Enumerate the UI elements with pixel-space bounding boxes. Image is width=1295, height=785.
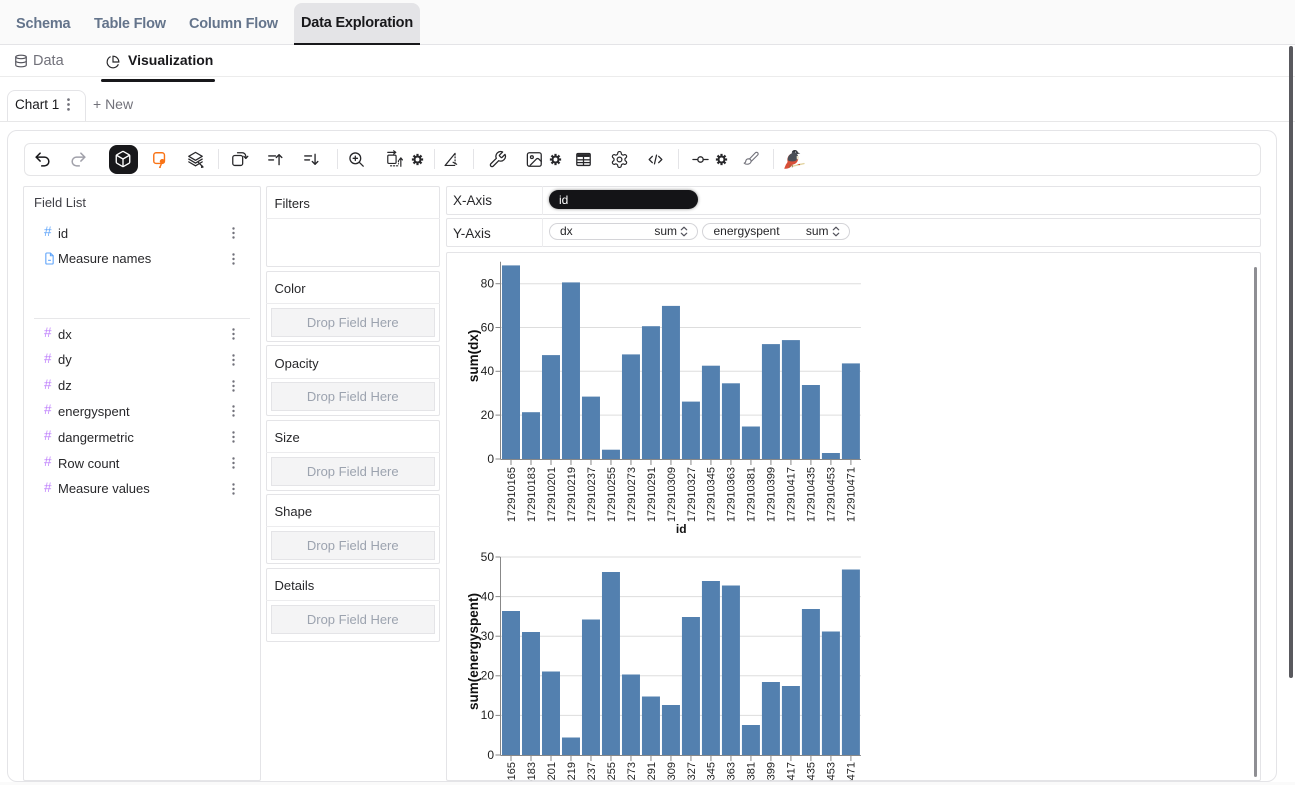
svg-text:80: 80	[480, 276, 494, 290]
svg-text:172910219: 172910219	[565, 762, 577, 781]
svg-text:172910381: 172910381	[745, 762, 757, 781]
svg-text:172910363: 172910363	[725, 762, 737, 781]
svg-text:172910453: 172910453	[825, 762, 837, 781]
svg-text:172910165: 172910165	[505, 467, 517, 522]
svg-text:20: 20	[480, 668, 494, 682]
svg-text:60: 60	[480, 320, 494, 334]
svg-text:172910417: 172910417	[785, 467, 797, 522]
svg-text:172910363: 172910363	[725, 467, 737, 522]
svg-text:40: 40	[480, 364, 494, 378]
svg-text:172910183: 172910183	[525, 762, 537, 781]
svg-text:172910219: 172910219	[565, 467, 577, 522]
svg-text:172910273: 172910273	[625, 762, 637, 781]
svg-text:172910453: 172910453	[825, 467, 837, 522]
svg-text:172910255: 172910255	[605, 762, 617, 781]
svg-text:172910327: 172910327	[685, 762, 697, 781]
svg-text:172910273: 172910273	[625, 467, 637, 522]
svg-text:172910291: 172910291	[645, 762, 657, 781]
svg-text:172910165: 172910165	[505, 762, 517, 781]
svg-text:172910309: 172910309	[665, 762, 677, 781]
svg-text:172910183: 172910183	[525, 467, 537, 522]
svg-text:172910417: 172910417	[785, 762, 797, 781]
svg-text:172910435: 172910435	[805, 762, 817, 781]
svg-text:172910345: 172910345	[705, 762, 717, 781]
svg-text:sum(energyspent): sum(energyspent)	[466, 592, 481, 709]
svg-text:sum(dx): sum(dx)	[466, 329, 481, 382]
svg-text:172910201: 172910201	[545, 467, 557, 522]
svg-text:172910471: 172910471	[845, 762, 857, 781]
svg-text:50: 50	[480, 549, 494, 563]
svg-text:172910471: 172910471	[845, 467, 857, 522]
svg-text:172910399: 172910399	[765, 762, 777, 781]
svg-text:id: id	[675, 522, 686, 536]
svg-text:172910435: 172910435	[805, 467, 817, 522]
svg-text:0: 0	[487, 451, 494, 465]
svg-text:40: 40	[480, 589, 494, 603]
svg-text:172910237: 172910237	[585, 762, 597, 781]
svg-text:172910309: 172910309	[665, 467, 677, 522]
svg-text:172910291: 172910291	[645, 467, 657, 522]
svg-text:172910345: 172910345	[705, 467, 717, 522]
svg-text:172910255: 172910255	[605, 467, 617, 522]
svg-text:172910201: 172910201	[545, 762, 557, 781]
svg-text:172910327: 172910327	[685, 467, 697, 522]
svg-text:30: 30	[480, 629, 494, 643]
svg-text:172910237: 172910237	[585, 467, 597, 522]
svg-text:10: 10	[480, 708, 494, 722]
svg-text:172910399: 172910399	[765, 467, 777, 522]
svg-text:172910381: 172910381	[745, 467, 757, 522]
svg-text:0: 0	[487, 747, 494, 761]
svg-text:20: 20	[480, 407, 494, 421]
